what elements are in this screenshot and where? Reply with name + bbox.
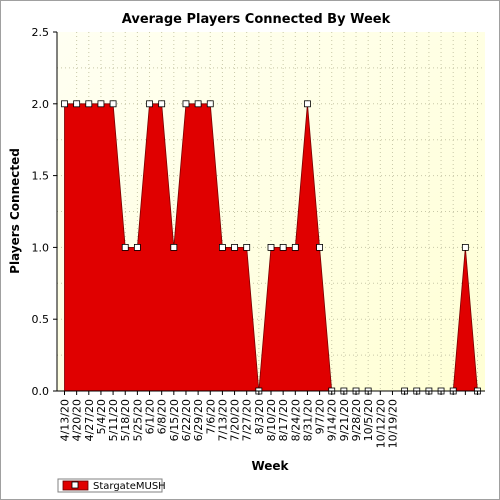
data-point <box>316 243 323 251</box>
x-tick-label: 6/22/20 <box>180 399 193 441</box>
x-tick-label: 5/25/20 <box>131 399 144 441</box>
data-point <box>279 243 287 251</box>
x-tick-label: 6/1/20 <box>144 399 157 434</box>
x-tick-label: 10/12/20 <box>374 399 387 448</box>
y-tick-label: 0.0 <box>32 385 50 398</box>
x-tick-label: 4/27/20 <box>83 399 96 441</box>
x-axis-ticks: 4/13/20 4/20/20 4/27/20 5/4/20 5/11/20 5/18/2… <box>59 391 478 448</box>
x-tick-label: 6/15/20 <box>168 399 181 441</box>
y-tick-label: 1.5 <box>32 170 50 183</box>
legend: StargateMUSH <box>57 478 166 493</box>
data-point <box>206 100 214 108</box>
x-tick-label: 7/13/20 <box>216 399 229 441</box>
data-point <box>170 243 178 251</box>
x-tick-label: 9/7/20 <box>314 399 327 434</box>
data-point <box>85 100 93 108</box>
grid-lines <box>57 32 485 391</box>
x-axis-title: Week <box>251 459 289 473</box>
data-point <box>158 100 166 108</box>
x-tick-label: 9/28/20 <box>350 399 363 441</box>
data-point <box>267 243 275 251</box>
x-tick-label: 5/11/20 <box>107 399 120 441</box>
x-tick-label: 9/14/20 <box>326 399 339 441</box>
x-tick-label: 7/27/20 <box>241 399 254 441</box>
legend-label: StargateMUSH <box>93 481 166 492</box>
x-tick-label: 4/20/20 <box>71 399 84 441</box>
x-tick-label: 8/3/20 <box>253 399 266 434</box>
data-point <box>291 243 299 251</box>
x-tick-label: 8/10/20 <box>265 399 278 441</box>
x-tick-label: 10/19/20 <box>386 399 399 448</box>
x-tick-label: 10/5/20 <box>362 399 375 441</box>
data-point <box>231 243 238 251</box>
x-tick-label: 8/17/20 <box>277 399 290 441</box>
x-tick-label: 8/24/20 <box>289 399 302 441</box>
data-point <box>219 243 226 251</box>
y-tick-label: 2.5 <box>32 26 50 39</box>
chart-title: Average Players Connected By Week <box>122 12 391 27</box>
data-point <box>61 100 68 108</box>
x-tick-label: 6/29/20 <box>192 399 205 441</box>
x-tick-label: 5/18/20 <box>119 399 132 441</box>
y-tick-label: 2.0 <box>32 98 50 111</box>
legend-marker-icon <box>71 481 79 489</box>
y-axis-ticks: 0.0 0.5 1.0 1.5 2.0 2.5 <box>32 26 57 398</box>
data-point <box>182 100 190 108</box>
data-point <box>243 243 251 251</box>
area-fill <box>64 103 369 392</box>
x-tick-label: 7/6/20 <box>204 399 217 434</box>
data-point <box>109 100 117 108</box>
x-tick-label: 4/13/20 <box>59 399 72 441</box>
x-tick-label: 5/4/20 <box>95 399 108 434</box>
y-axis-title: Players Connected <box>8 148 22 274</box>
data-point <box>121 243 129 251</box>
y-tick-label: 0.5 <box>32 313 50 326</box>
x-tick-label: 7/20/20 <box>229 399 242 441</box>
data-point <box>73 100 81 108</box>
x-tick-label: 6/8/20 <box>156 399 169 434</box>
data-point <box>461 243 469 251</box>
x-tick-label: 9/21/20 <box>338 399 351 441</box>
y-tick-label: 1.0 <box>32 241 50 254</box>
data-point <box>97 100 105 108</box>
x-tick-label: 8/31/20 <box>301 399 314 441</box>
data-point <box>304 100 311 108</box>
data-point <box>194 100 202 108</box>
data-point <box>146 100 153 108</box>
data-point <box>133 243 141 251</box>
